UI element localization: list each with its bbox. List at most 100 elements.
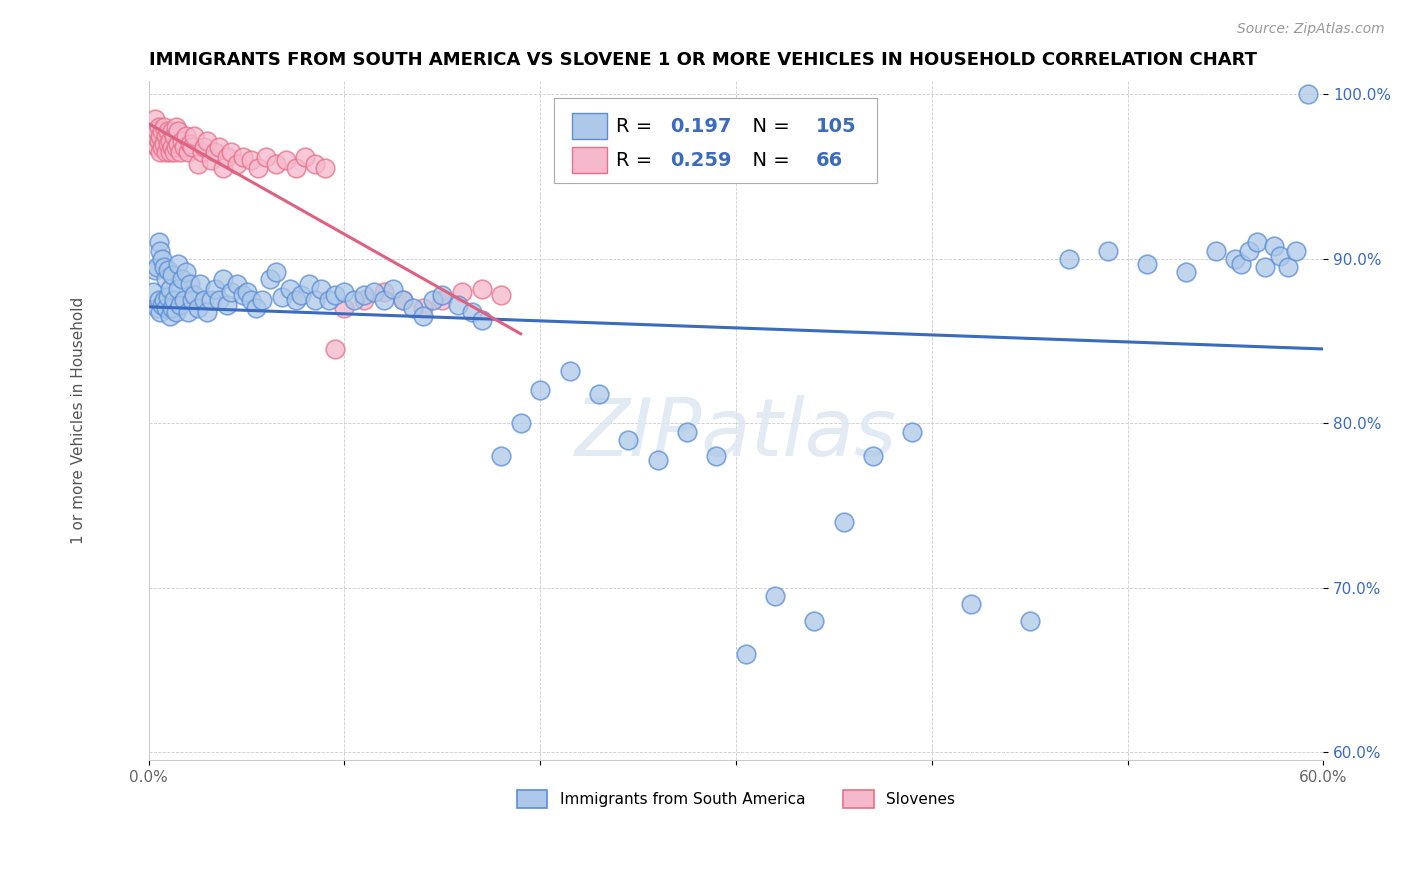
Point	[215, 298, 238, 312]
Y-axis label: 1 or more Vehicles in Household: 1 or more Vehicles in Household	[72, 297, 86, 544]
Text: R =: R =	[616, 117, 658, 136]
Point	[298, 277, 321, 291]
Point	[1097, 244, 1119, 258]
Point	[1246, 235, 1268, 250]
Point	[402, 301, 425, 316]
Point	[187, 156, 209, 170]
Point	[1270, 249, 1292, 263]
Point	[167, 136, 190, 151]
Point	[219, 285, 242, 299]
Point	[901, 425, 924, 439]
Point	[148, 235, 170, 250]
Point	[170, 271, 193, 285]
Point	[247, 161, 270, 176]
Point	[264, 265, 287, 279]
Point	[163, 145, 186, 159]
FancyBboxPatch shape	[572, 147, 607, 173]
Point	[1225, 252, 1247, 266]
Point	[304, 293, 326, 307]
Point	[676, 425, 699, 439]
Point	[588, 386, 610, 401]
Legend: Immigrants from South America, Slovenes: Immigrants from South America, Slovenes	[510, 784, 962, 814]
Point	[239, 293, 262, 307]
Point	[294, 150, 316, 164]
Point	[284, 293, 307, 307]
Point	[763, 589, 786, 603]
Point	[323, 288, 346, 302]
Point	[252, 293, 274, 307]
Point	[152, 140, 174, 154]
Point	[232, 150, 254, 164]
Point	[157, 136, 180, 151]
Point	[333, 285, 356, 299]
Point	[509, 417, 531, 431]
Point	[145, 123, 167, 137]
Point	[1237, 244, 1260, 258]
Point	[706, 449, 728, 463]
Point	[149, 145, 172, 159]
Text: 66: 66	[815, 151, 844, 169]
Point	[219, 145, 242, 159]
Point	[470, 312, 492, 326]
Point	[278, 281, 301, 295]
Point	[180, 293, 202, 307]
Point	[309, 281, 332, 295]
Point	[208, 293, 231, 307]
FancyBboxPatch shape	[572, 113, 607, 139]
Point	[617, 433, 640, 447]
Point	[304, 156, 326, 170]
Point	[190, 145, 212, 159]
Point	[193, 140, 215, 154]
Point	[143, 128, 166, 143]
Point	[432, 293, 454, 307]
Point	[373, 293, 395, 307]
Point	[235, 285, 257, 299]
Point	[318, 293, 340, 307]
Point	[200, 293, 222, 307]
Point	[149, 244, 172, 258]
Point	[323, 343, 346, 357]
Point	[170, 134, 193, 148]
Point	[148, 120, 170, 135]
Text: Source: ZipAtlas.com: Source: ZipAtlas.com	[1237, 22, 1385, 37]
Point	[232, 288, 254, 302]
Point	[179, 136, 201, 151]
Point	[1018, 614, 1040, 628]
Point	[157, 290, 180, 304]
Point	[173, 140, 195, 154]
Text: 105: 105	[815, 117, 856, 136]
Point	[153, 136, 176, 151]
Point	[169, 145, 191, 159]
Point	[160, 301, 183, 316]
Point	[215, 150, 238, 164]
Text: 0.259: 0.259	[671, 151, 731, 169]
Point	[432, 288, 454, 302]
Point	[142, 136, 165, 151]
Point	[734, 647, 756, 661]
Point	[270, 290, 292, 304]
Point	[163, 128, 186, 143]
Point	[1205, 244, 1227, 258]
Text: N =: N =	[740, 151, 796, 169]
Text: N =: N =	[740, 117, 796, 136]
Point	[1057, 252, 1080, 266]
Point	[149, 128, 172, 143]
Point	[159, 145, 181, 159]
Point	[159, 281, 181, 295]
Point	[152, 252, 174, 266]
Text: 0.197: 0.197	[671, 117, 731, 136]
Point	[187, 301, 209, 316]
Point	[157, 123, 180, 137]
Point	[204, 281, 226, 295]
Point	[1136, 257, 1159, 271]
Point	[960, 597, 983, 611]
Point	[1296, 87, 1319, 102]
Point	[177, 145, 200, 159]
Point	[412, 301, 434, 316]
Point	[1263, 239, 1285, 253]
Point	[167, 281, 190, 295]
Point	[160, 123, 183, 137]
Point	[447, 298, 470, 312]
Point	[1277, 260, 1299, 274]
Point	[155, 271, 177, 285]
